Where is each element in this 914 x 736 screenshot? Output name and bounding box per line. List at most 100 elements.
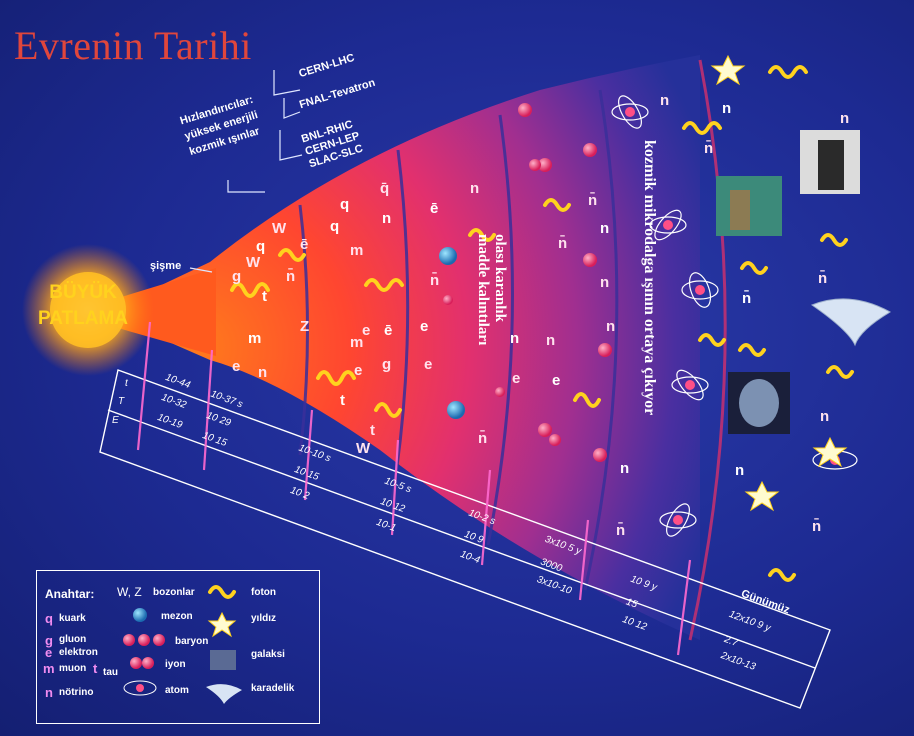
- particle-symbol: n̄: [588, 192, 598, 209]
- particle-symbol: n̄: [742, 290, 752, 307]
- particle-symbol: n: [600, 274, 610, 291]
- particle-symbol: e: [232, 358, 241, 375]
- photon-6: [468, 228, 496, 242]
- legend-star-label: yıldız: [251, 613, 277, 624]
- photon-9: [682, 121, 722, 135]
- particle-symbol: n̄: [430, 272, 440, 289]
- nebula-image-highlight: [730, 190, 750, 230]
- particle-symbol: e: [424, 356, 433, 373]
- particle-symbol: n: [735, 462, 745, 479]
- particle-symbol: n: [722, 100, 732, 117]
- photon-4: [364, 278, 404, 292]
- legend-neutrino: nötrino: [59, 687, 94, 698]
- particle-symbol: n: [382, 210, 392, 227]
- inflation-label: şişme: [150, 260, 182, 272]
- epoch-arc-2: [390, 149, 410, 501]
- row-letter-time: t: [125, 378, 128, 389]
- particle-symbol: t: [340, 392, 345, 409]
- photon-12: [740, 261, 768, 275]
- dark-matter-line-2: madde kalıntıları: [475, 234, 491, 346]
- black-hole-funnel: [810, 298, 892, 347]
- particle-symbol: n̄: [286, 268, 296, 285]
- legend-photon-label: foton: [251, 587, 276, 598]
- baryon-2: [529, 159, 541, 171]
- legend-quark: kuark: [59, 613, 86, 624]
- ion-4: [549, 434, 561, 446]
- scientist-image-figure: [818, 140, 844, 190]
- legend-meson: mezon: [161, 611, 193, 622]
- particle-symbol: n̄: [558, 235, 568, 252]
- particle-symbol: e: [354, 362, 363, 379]
- particle-symbol: n: [546, 332, 556, 349]
- timeline-marker-7: [676, 559, 692, 656]
- atom-5: [659, 503, 697, 537]
- legend-electron: elektron: [59, 647, 98, 658]
- particle-symbol: n: [660, 92, 670, 109]
- particle-symbol: e: [552, 372, 561, 389]
- photon-2: [278, 248, 306, 262]
- particle-symbol: q̄: [380, 180, 390, 197]
- timeline-marker-6: [578, 519, 590, 601]
- legend-heading: Anahtar:: [45, 587, 95, 601]
- ion-2: [598, 343, 612, 357]
- cmb-label: kozmik mikrodalga ışının ortaya çıkıyor: [641, 140, 658, 416]
- star-1: [710, 54, 746, 86]
- particle-symbol: ē: [300, 236, 309, 253]
- legend-neutrino-symbol: n: [45, 685, 53, 700]
- particle-symbol: t: [262, 288, 267, 305]
- legend-galaxy-label: galaksi: [251, 649, 285, 660]
- dark-matter-label: olası karanlık madde kalıntıları: [474, 234, 508, 345]
- epoch-arc-3: [486, 114, 514, 546]
- timeline-marker-2: [202, 349, 214, 471]
- photon-11: [820, 233, 848, 247]
- legend-tau: tau: [103, 667, 118, 678]
- particle-symbol: n̄: [616, 522, 626, 539]
- photon-15: [826, 365, 854, 379]
- timeline-box: [99, 369, 831, 709]
- particle-symbol: e: [512, 370, 521, 387]
- timeline-marker-5: [480, 469, 492, 566]
- accelerator-pointer-2: [273, 70, 301, 96]
- particle-symbol: n̄: [812, 518, 822, 535]
- legend-galaxy: [210, 650, 236, 670]
- legend-bosons: bozonlar: [153, 587, 195, 598]
- particle-symbol: ē: [430, 200, 439, 217]
- particle-symbol: n: [510, 330, 520, 347]
- big-bang-line-1: BÜYÜK: [49, 282, 117, 303]
- particle-symbol: n: [840, 110, 850, 127]
- timeline-marker-3: [303, 409, 314, 501]
- particle-symbol: m: [350, 242, 364, 259]
- atom-1: [611, 95, 649, 129]
- photon-16: [768, 568, 796, 582]
- legend-muon: muon: [59, 663, 87, 674]
- particle-symbol: m: [248, 330, 262, 347]
- big-bang-core: [50, 272, 126, 348]
- legend-quark-symbol: q: [45, 611, 53, 626]
- legend-ion-dot-1: [130, 657, 142, 669]
- particle-symbol: n: [620, 460, 630, 477]
- galaxy-image-core: [739, 379, 779, 427]
- legend-black-hole: [206, 684, 242, 704]
- accelerator-pointer-3: [283, 98, 301, 119]
- ion-7: [518, 103, 532, 117]
- particle-symbol: e: [420, 318, 429, 335]
- particle-symbol: n: [600, 220, 610, 237]
- meson-4: [495, 387, 505, 397]
- atom-2: [649, 209, 687, 241]
- legend-baryon-dot-2: [138, 634, 150, 646]
- legend-atom-nucleus: [136, 684, 144, 692]
- photon-3: [316, 370, 356, 386]
- ion-3: [538, 423, 552, 437]
- legend-black-hole-label: karadelik: [251, 683, 295, 694]
- legend-gluon: gluon: [59, 634, 87, 645]
- expansion-cone: [130, 55, 700, 640]
- accelerator-pointer-1: [227, 180, 265, 193]
- epoch-arc-4: [583, 89, 619, 591]
- particle-symbol: q: [256, 238, 266, 255]
- star-2: [812, 436, 848, 468]
- photon-1: [230, 282, 270, 298]
- legend-gluon-symbol: g: [45, 633, 53, 648]
- particle-symbol: n: [820, 408, 830, 425]
- photon-7: [543, 198, 571, 212]
